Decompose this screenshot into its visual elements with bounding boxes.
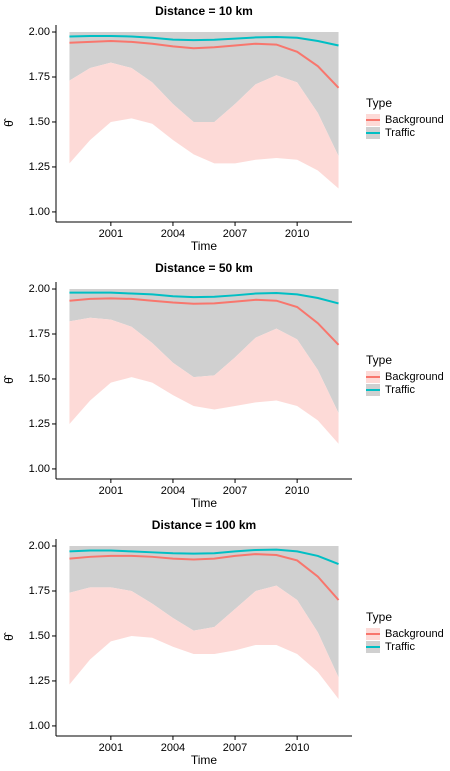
legend-title: Type: [366, 610, 392, 624]
line: [69, 34, 339, 47]
panel-title: Distance = 50 km: [155, 261, 253, 275]
legend-label: Background: [385, 114, 444, 126]
ribbon: [69, 32, 339, 157]
x-tick-label: 2001: [99, 228, 123, 240]
ribbon: [69, 317, 339, 444]
line: [69, 548, 339, 565]
x-axis-title: Time: [191, 496, 218, 510]
y-tick-label: 1.75: [29, 328, 50, 340]
panel-title: Distance = 10 km: [155, 4, 253, 18]
x-tick-label: 2004: [161, 228, 185, 240]
x-tick-label: 2001: [99, 485, 123, 497]
legend-label: Background: [385, 628, 444, 640]
legend-title: Type: [366, 96, 392, 110]
y-tick-label: 1.25: [29, 675, 50, 687]
y-tick-label: 2.00: [29, 540, 50, 552]
ribbon: [69, 289, 339, 414]
legend-label: Traffic: [385, 127, 415, 139]
y-tick-label: 1.75: [29, 585, 50, 597]
line: [69, 291, 339, 305]
line: [69, 40, 340, 89]
x-tick-label: 2004: [161, 742, 185, 754]
y-tick-label: 1.25: [29, 161, 50, 173]
legend-label: Traffic: [385, 641, 415, 653]
legend-label: Traffic: [385, 384, 415, 396]
y-tick-label: 1.25: [29, 418, 50, 430]
panel-title: Distance = 100 km: [152, 518, 256, 532]
ribbon: [69, 585, 339, 699]
line: [69, 297, 340, 346]
y-tick-label: 2.00: [29, 26, 50, 38]
x-tick-label: 2007: [223, 485, 247, 497]
x-tick-label: 2004: [161, 485, 185, 497]
x-tick-label: 2007: [223, 228, 247, 240]
x-axis-title: Time: [191, 753, 218, 767]
y-tick-label: 1.75: [29, 71, 50, 83]
y-tick-label: 1.50: [29, 630, 50, 642]
y-tick-label: 1.50: [29, 373, 50, 385]
ribbon: [69, 62, 339, 189]
ribbon: [69, 546, 339, 678]
legend-title: Type: [366, 353, 392, 367]
y-tick-label: 2.00: [29, 283, 50, 295]
legend-label: Background: [385, 371, 444, 383]
y-tick-label: 1.00: [29, 206, 50, 218]
panel: Distance = 10 km 1.00 1.25 1.50 1.75 2.00 2001…: [2, 4, 444, 253]
x-tick-label: 2001: [99, 742, 123, 754]
y-axis-title: θ̂: [2, 375, 16, 384]
x-tick-label: 2007: [223, 742, 247, 754]
panel: Distance = 100 km 1.00 1.25 1.50 1.75 2.00 200…: [2, 518, 444, 767]
x-tick-label: 2010: [285, 485, 309, 497]
x-tick-label: 2010: [285, 742, 309, 754]
x-tick-label: 2010: [285, 228, 309, 240]
y-axis-title: θ̂: [2, 632, 16, 641]
y-tick-label: 1.50: [29, 116, 50, 128]
y-tick-label: 1.00: [29, 720, 50, 732]
y-tick-label: 1.00: [29, 463, 50, 475]
panel: Distance = 50 km 1.00 1.25 1.50 1.75 2.00 2001…: [2, 261, 444, 510]
line: [69, 553, 340, 601]
y-axis-title: θ̂: [2, 118, 16, 127]
x-axis-title: Time: [191, 239, 218, 253]
